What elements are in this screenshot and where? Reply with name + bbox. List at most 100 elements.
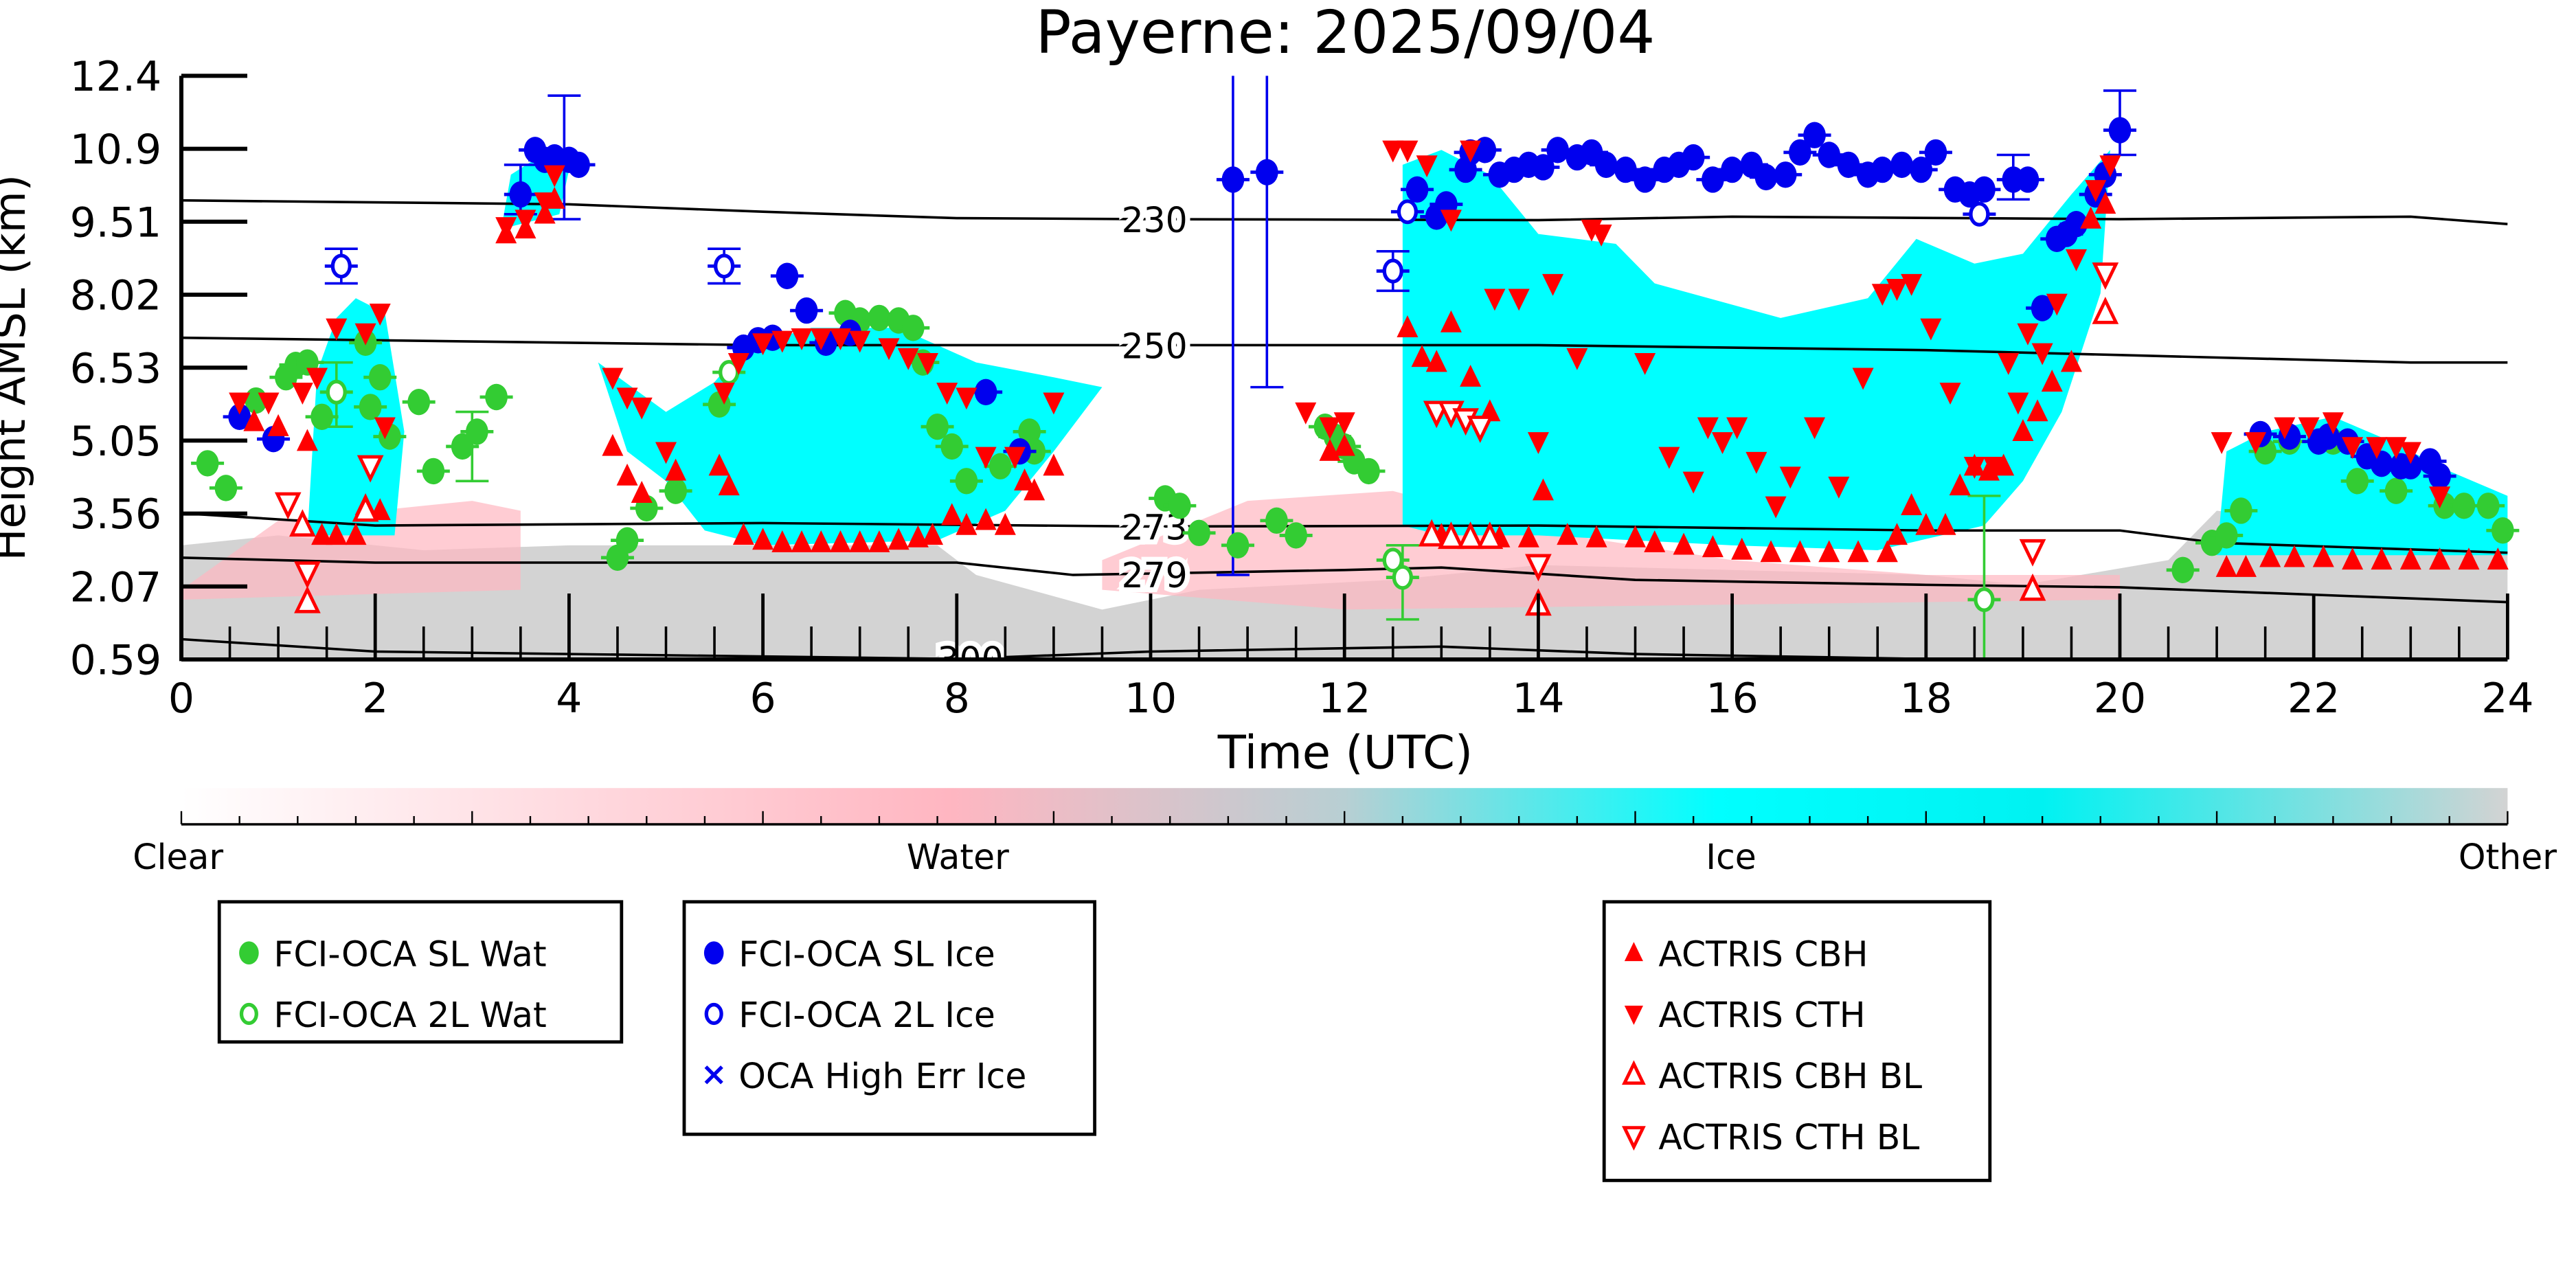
data-point — [229, 392, 251, 415]
data-point — [1484, 289, 1506, 311]
data-point — [2099, 155, 2121, 178]
data-point — [2370, 450, 2393, 477]
data-point — [495, 217, 517, 240]
y-tick-label: 6.53 — [70, 345, 162, 393]
data-point — [1682, 471, 1704, 494]
data-point — [274, 492, 302, 520]
series-actris-cth — [229, 140, 2451, 519]
data-point — [2211, 432, 2233, 454]
isotherm-250 — [181, 336, 2508, 364]
data-point — [1886, 279, 1908, 301]
data-point — [1566, 348, 1588, 370]
data-point — [2092, 262, 2119, 290]
data-point — [466, 418, 488, 445]
data-point — [1585, 525, 1607, 547]
y-tick-label: 12.4 — [70, 53, 162, 101]
legend-marker — [703, 941, 724, 964]
data-point — [1711, 432, 1733, 454]
data-point — [602, 433, 624, 456]
data-point — [345, 523, 367, 545]
isotherm-label: 300 — [937, 640, 1003, 680]
legend-label: ACTRIS CBH — [1658, 934, 1868, 974]
data-point — [296, 429, 318, 451]
mask-region-ice — [1402, 150, 2110, 551]
x-tick-label: 20 — [2094, 675, 2146, 723]
data-point — [451, 433, 474, 460]
data-point — [534, 192, 556, 215]
data-point — [602, 368, 624, 390]
legend-label: OCA High Err Ice — [738, 1056, 1026, 1096]
data-point — [2215, 522, 2238, 549]
data-point — [771, 530, 793, 552]
data-point — [1397, 140, 1419, 163]
data-point — [1438, 521, 1465, 550]
data-point — [2342, 547, 2364, 570]
legend-marker — [1624, 1006, 1643, 1025]
data-point — [2031, 343, 2053, 365]
data-point — [849, 330, 871, 353]
data-point — [2019, 573, 2046, 601]
data-point — [2274, 417, 2296, 440]
colorbar-label-other: Other — [2459, 837, 2557, 877]
data-point — [1852, 368, 1874, 390]
legend-frame — [217, 900, 624, 1044]
data-point — [1697, 417, 1719, 440]
data-point — [1004, 447, 1026, 469]
data-point — [2085, 180, 2107, 203]
data-point — [2366, 437, 2388, 460]
legend-label: FCI-OCA 2L Wat — [273, 995, 546, 1035]
data-point — [810, 328, 832, 350]
x-tick-label: 0 — [168, 675, 194, 723]
data-point — [2060, 350, 2082, 372]
data-point — [718, 473, 740, 496]
data-point — [294, 585, 321, 613]
data-point — [1517, 525, 1539, 547]
x-tick-label: 6 — [750, 675, 776, 723]
data-point — [1382, 140, 1404, 163]
data-point — [907, 525, 929, 547]
legend-label: FCI-OCA SL Wat — [273, 934, 546, 974]
data-point — [936, 383, 958, 405]
isotherm-230 — [181, 199, 2508, 226]
data-point — [1467, 416, 1494, 443]
legend-item: ACTRIS CBH — [1624, 934, 1868, 974]
data-point — [1871, 284, 1893, 306]
data-point — [1702, 535, 1724, 558]
data-point — [2230, 497, 2252, 524]
data-point — [1924, 139, 1947, 166]
x-tick-label: 24 — [2481, 675, 2533, 723]
data-point — [515, 210, 536, 232]
colorbar-label-water: Water — [907, 837, 1009, 877]
data-point — [306, 368, 328, 390]
data-point — [1969, 201, 1990, 227]
y-tick-label: 0.59 — [70, 637, 162, 685]
data-point — [326, 523, 348, 545]
data-point — [1221, 166, 1245, 193]
data-point — [1382, 547, 1403, 573]
legend-item: ACTRIS CBH BL — [1621, 1056, 1922, 1096]
data-point — [1024, 478, 1046, 501]
data-point — [916, 352, 938, 375]
data-point — [1754, 163, 1778, 191]
data-point — [631, 481, 653, 503]
data-point — [1527, 432, 1549, 454]
y-tick-label: 2.07 — [70, 563, 162, 611]
data-point — [1644, 530, 1666, 552]
data-point — [1295, 402, 1317, 425]
data-point — [2283, 545, 2305, 567]
isotherm-273 — [181, 512, 2508, 554]
data-point — [795, 297, 818, 324]
data-point — [2017, 323, 2039, 346]
data-point — [1818, 142, 1841, 168]
data-point — [1614, 156, 1637, 183]
x-tick-label: 22 — [2287, 675, 2340, 723]
data-point — [1910, 156, 1933, 183]
data-point — [1963, 457, 1985, 479]
data-point — [1319, 417, 1341, 440]
data-point — [2012, 419, 2034, 442]
data-point — [2259, 545, 2281, 567]
x-tick-label: 16 — [1706, 675, 1758, 723]
data-point — [1226, 532, 1250, 559]
data-point — [2428, 462, 2451, 490]
legend-marker — [704, 1065, 723, 1085]
